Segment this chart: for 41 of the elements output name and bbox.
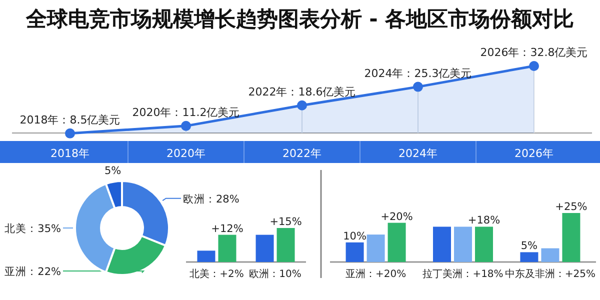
- data-label: 2022年：18.6亿美元: [248, 85, 356, 98]
- bar: [388, 222, 406, 262]
- bar: [520, 252, 538, 262]
- data-label: 2018年：8.5亿美元: [20, 113, 120, 126]
- bar: [433, 226, 451, 262]
- bar: [454, 226, 472, 262]
- point: [181, 120, 191, 131]
- slice-label: 亚洲：22%: [4, 265, 62, 278]
- x-tick-label: 中东及非洲：+25%: [504, 268, 596, 280]
- data-label: 2024年：25.3亿美元: [364, 66, 472, 80]
- x-tick-label: 亚洲：+20%: [345, 268, 406, 280]
- x-tick-label: 2020年: [166, 147, 206, 160]
- x-tick-label: 2026年: [514, 147, 554, 160]
- bar: [366, 234, 385, 262]
- data-label: 10%: [343, 230, 366, 242]
- bar: [346, 242, 364, 262]
- slice-label: 北美：35%: [4, 222, 62, 235]
- point: [297, 100, 307, 110]
- chart-title: 全球电竞市场规模增长趋势图表分析 - 各地区市场份额对比: [24, 7, 574, 31]
- point: [413, 82, 423, 92]
- data-label: +25%: [555, 201, 588, 213]
- x-tick-label: 2018年: [50, 147, 90, 160]
- x-tick-label: 2024年: [398, 147, 438, 160]
- data-label: +15%: [270, 216, 302, 228]
- x-tick-label: 2022年: [282, 147, 322, 160]
- x-tick-label: 欧洲：10%: [249, 268, 302, 280]
- point: [65, 128, 75, 138]
- x-tick-label: 拉丁美洲：+18%: [422, 268, 504, 280]
- data-label: 5%: [520, 240, 538, 252]
- data-label: 2020年：11.2亿美元: [132, 106, 240, 119]
- bar: [475, 226, 493, 262]
- bar: [541, 248, 560, 262]
- data-label: +20%: [380, 210, 413, 223]
- data-label: +12%: [211, 222, 244, 235]
- data-label: +18%: [468, 214, 500, 227]
- point: [529, 61, 539, 71]
- x-tick-label: 北美：+2%: [190, 268, 244, 280]
- bar: [562, 213, 580, 262]
- slice-label: 5%: [104, 164, 122, 177]
- slice-label: 欧洲：28%: [183, 192, 240, 206]
- data-label: 2026年：32.8亿美元: [480, 46, 588, 59]
